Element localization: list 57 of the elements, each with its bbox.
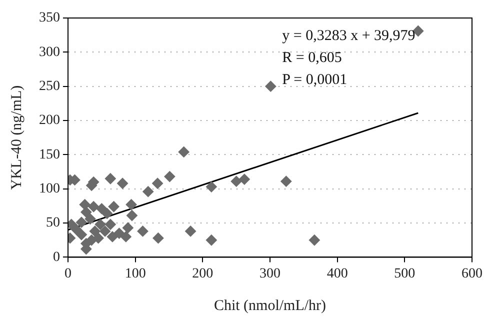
point <box>126 210 138 222</box>
point <box>94 218 106 230</box>
point <box>152 232 164 244</box>
point <box>76 216 87 228</box>
y-tick-label: 300 <box>39 44 60 60</box>
x-tick-label: 100 <box>124 266 146 282</box>
y-axis-title: YKL-40 (ng/mL) <box>8 85 25 190</box>
point <box>88 201 100 212</box>
point <box>92 232 104 244</box>
point <box>104 173 116 184</box>
point <box>117 178 128 189</box>
point <box>76 229 87 240</box>
point <box>164 171 176 182</box>
point <box>89 226 100 237</box>
annotation: P = 0,0001 <box>282 72 348 88</box>
point <box>84 213 96 224</box>
point <box>178 146 190 158</box>
point <box>230 176 242 187</box>
point <box>238 174 250 185</box>
x-tick-label: 0 <box>64 266 72 282</box>
point <box>152 178 164 189</box>
point <box>108 201 120 212</box>
point <box>206 234 217 246</box>
y-tick-label: 250 <box>39 79 60 94</box>
point <box>280 176 292 187</box>
y-tick-label: 150 <box>39 147 60 162</box>
point <box>100 226 111 237</box>
point <box>104 218 116 230</box>
y-tick-label: 350 <box>39 10 60 26</box>
y-tick-label: 100 <box>39 182 60 197</box>
point <box>86 234 98 246</box>
point <box>126 199 137 210</box>
point <box>102 208 113 219</box>
x-tick-label: 300 <box>260 266 280 282</box>
x-tick-label: 400 <box>326 266 348 282</box>
point <box>96 203 108 214</box>
point <box>308 234 320 246</box>
point <box>185 226 196 237</box>
y-tick-label: 50 <box>46 216 60 231</box>
x-tick-label: 200 <box>192 266 214 282</box>
point <box>120 231 132 242</box>
point <box>137 226 148 237</box>
point <box>142 186 154 198</box>
x-tick-label: 500 <box>394 266 416 282</box>
x-tick-label: 600 <box>462 266 482 282</box>
point <box>265 80 276 92</box>
point <box>206 181 217 192</box>
point <box>106 231 118 242</box>
point <box>114 228 125 239</box>
annotation: R = 0,605 <box>282 50 342 66</box>
x-axis-title: Chit (nmol/mL/hr) <box>214 298 326 314</box>
y-tick-label: 200 <box>39 113 60 128</box>
annotation: y = 0,3283 x + 39,979 <box>282 28 416 44</box>
y-tick-label: 0 <box>53 250 60 265</box>
point <box>70 224 82 235</box>
point <box>122 222 134 234</box>
point <box>80 206 92 218</box>
